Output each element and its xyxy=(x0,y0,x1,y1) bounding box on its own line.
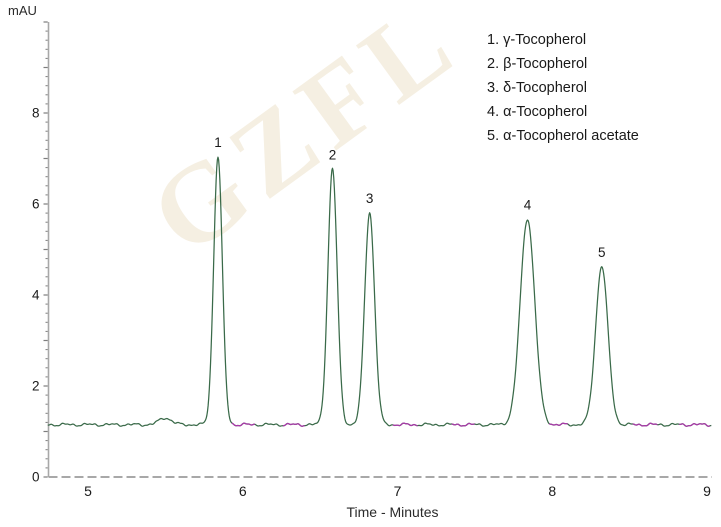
peak-number-label: 3 xyxy=(366,191,374,206)
y-tick-label: 8 xyxy=(32,106,40,121)
x-tick-label: 5 xyxy=(84,483,92,499)
peak-number-label: 1 xyxy=(214,135,222,150)
x-tick-label: 6 xyxy=(239,483,247,499)
legend-item-1: 1. γ-Tocopherol xyxy=(487,32,587,48)
x-tick-label: 8 xyxy=(548,483,556,499)
x-tick-label: 9 xyxy=(703,483,711,499)
overlay-trace-segment xyxy=(451,422,475,427)
legend-item-4: 4. α-Tocopherol xyxy=(487,104,588,120)
x-axis-title: Time - Minutes xyxy=(346,504,439,520)
y-tick-label: 2 xyxy=(32,379,40,394)
legend-item-5: 5. α-Tocopherol acetate xyxy=(487,128,639,144)
y-tick-label: 0 xyxy=(32,470,40,485)
signal-trace xyxy=(47,156,712,427)
overlay-trace-segment xyxy=(282,422,305,427)
overlay-trace-segment xyxy=(632,422,658,427)
overlay-trace-segment xyxy=(548,422,568,426)
peak-number-label: 5 xyxy=(598,245,606,260)
y-tick-label: 6 xyxy=(32,197,40,212)
y-tick-label: 4 xyxy=(32,288,40,303)
x-tick-label: 7 xyxy=(394,483,402,499)
overlay-trace-segment xyxy=(679,423,711,427)
legend-item-2: 2. β-Tocopherol xyxy=(487,56,588,72)
overlay-trace-segment xyxy=(392,422,418,427)
peak-number-label: 2 xyxy=(329,148,337,163)
overlay-trace-segment xyxy=(231,422,255,427)
y-axis-unit-label: mAU xyxy=(8,3,37,18)
peak-legend: 1. γ-Tocopherol 2. β-Tocopherol 3. δ-Toc… xyxy=(487,28,639,148)
peak-number-label: 4 xyxy=(524,198,532,213)
legend-item-3: 3. δ-Tocopherol xyxy=(487,80,587,96)
